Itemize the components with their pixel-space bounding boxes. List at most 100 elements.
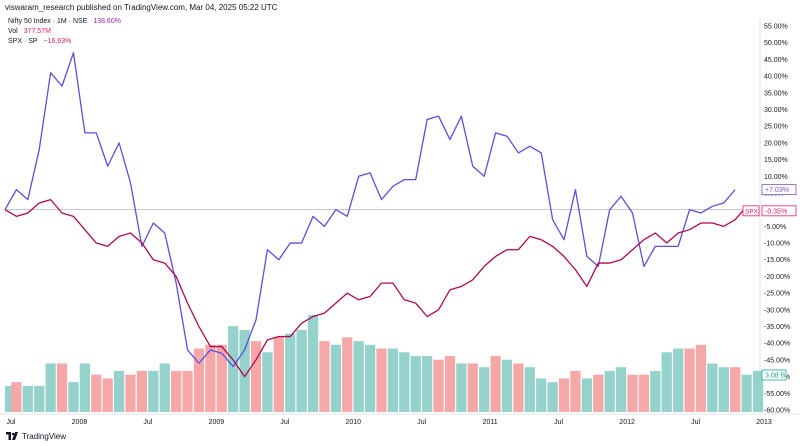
volume-bar xyxy=(330,344,341,412)
volume-bar xyxy=(524,367,535,412)
volume-bar xyxy=(102,378,113,412)
x-tick-label: Jul xyxy=(691,419,700,426)
y-tick-label: 50.00% xyxy=(764,40,788,47)
volume-bar xyxy=(752,370,764,412)
volume-bar xyxy=(79,363,90,412)
volume-bar xyxy=(581,378,592,412)
spx-series-line xyxy=(4,198,759,378)
volume-bar xyxy=(433,359,444,412)
volume-bar xyxy=(387,348,399,412)
legend-nifty[interactable]: Nifty 50 Index · 1M · NSE 138.60% xyxy=(8,17,121,27)
volume-bar xyxy=(627,374,638,412)
volume-bar xyxy=(707,363,718,412)
volume-bar xyxy=(296,329,307,412)
y-tick-label: -25.00% xyxy=(764,291,790,298)
y-tick-label: 55.00% xyxy=(764,24,788,31)
volume-bar xyxy=(661,352,672,412)
volume-bar xyxy=(536,378,547,412)
legend-volume[interactable]: Vol 377.57M xyxy=(8,27,121,37)
volume-bar xyxy=(353,341,364,412)
footer-brand[interactable]: TradingView xyxy=(6,432,66,441)
x-tick-label: 2011 xyxy=(483,419,498,426)
volume-bar xyxy=(399,352,410,412)
volume-bar xyxy=(148,370,159,412)
volume-bar xyxy=(479,367,490,412)
legend-spx-label: SPX · SP xyxy=(8,38,38,45)
volume-bar xyxy=(22,385,33,412)
y-tick-label: -30.00% xyxy=(764,307,790,314)
volume-bar xyxy=(262,352,273,412)
volume-bar xyxy=(34,385,45,412)
legend-volume-label: Vol xyxy=(8,28,18,35)
volume-bar xyxy=(216,344,227,412)
y-tick-label: -45.00% xyxy=(764,357,790,364)
legend-nifty-label: Nifty 50 Index · 1M · NSE xyxy=(8,18,88,25)
x-tick-label: Jul xyxy=(417,419,426,426)
legend-spx-value: −16.63% xyxy=(43,38,72,45)
y-tick-label: -35.00% xyxy=(764,324,790,331)
y-tick-label: -20.00% xyxy=(764,274,790,281)
volume-bar xyxy=(228,326,239,412)
y-tick-label: 40.00% xyxy=(764,74,788,81)
x-tick-label: Jul xyxy=(554,419,563,426)
volume-bar xyxy=(695,344,707,412)
footer-brand-label: TradingView xyxy=(22,432,67,441)
volume-bar xyxy=(171,370,182,412)
volume-bar xyxy=(205,344,216,412)
legend-spx[interactable]: SPX · SP −16.63% xyxy=(8,37,121,47)
y-tick-label: 30.00% xyxy=(764,107,788,114)
volume-bar xyxy=(250,341,262,412)
x-tick-label: Jul xyxy=(280,419,289,426)
volume-bar xyxy=(604,370,615,412)
volume-bar xyxy=(182,370,193,412)
volume-bar xyxy=(113,370,125,412)
volume-bar xyxy=(5,385,16,412)
volume-bar xyxy=(410,356,421,412)
y-tick-label: -55.00% xyxy=(764,391,790,398)
volume-bar xyxy=(741,374,752,412)
volume-bar xyxy=(319,341,330,412)
x-tick-label: 2013 xyxy=(756,419,772,426)
volume-bar xyxy=(650,370,661,412)
nifty-series-line xyxy=(4,52,736,368)
volume-last-value-label: 3.08 B xyxy=(765,373,786,380)
volume-bar xyxy=(422,356,433,412)
y-tick-label: -5.00% xyxy=(764,224,786,231)
volume-bar xyxy=(364,344,376,412)
x-tick-label: Jul xyxy=(143,419,152,426)
volume-bar xyxy=(11,382,22,412)
volume-bar xyxy=(342,337,353,412)
x-tick-label: Jul xyxy=(7,419,16,426)
volume-bar xyxy=(558,378,570,412)
legend-volume-value: 377.57M xyxy=(23,28,51,35)
volume-bar xyxy=(490,356,501,412)
y-tick-label: 25.00% xyxy=(764,124,788,131)
volume-bar xyxy=(68,382,79,412)
volume-bar xyxy=(273,337,284,412)
y-tick-label: 15.00% xyxy=(764,157,788,164)
volume-bar xyxy=(547,382,558,412)
y-tick-label: -10.00% xyxy=(764,241,790,248)
volume-bar xyxy=(570,370,581,412)
volume-bar xyxy=(45,363,56,412)
x-tick-label: 2012 xyxy=(619,419,635,426)
chart-legend: Nifty 50 Index · 1M · NSE 138.60% Vol 37… xyxy=(8,17,121,47)
volume-bar xyxy=(136,370,148,412)
volume-bar xyxy=(593,374,604,412)
volume-bar xyxy=(718,367,729,412)
y-tick-label: -40.00% xyxy=(764,341,790,348)
volume-bar xyxy=(501,359,513,412)
volume-bar xyxy=(91,374,102,412)
x-tick-label: 2010 xyxy=(345,419,361,426)
volume-bar xyxy=(444,356,456,412)
spx-symbol-box xyxy=(742,205,760,217)
y-tick-label: -60.00% xyxy=(764,408,790,415)
volume-bar xyxy=(513,363,524,412)
x-tick-label: 2008 xyxy=(72,419,88,426)
volume-bar xyxy=(615,367,627,412)
publisher-header: viswaram_research published on TradingVi… xyxy=(5,3,278,12)
volume-bar xyxy=(638,374,650,412)
volume-bar xyxy=(285,333,296,412)
volume-last-value-box xyxy=(761,369,787,381)
